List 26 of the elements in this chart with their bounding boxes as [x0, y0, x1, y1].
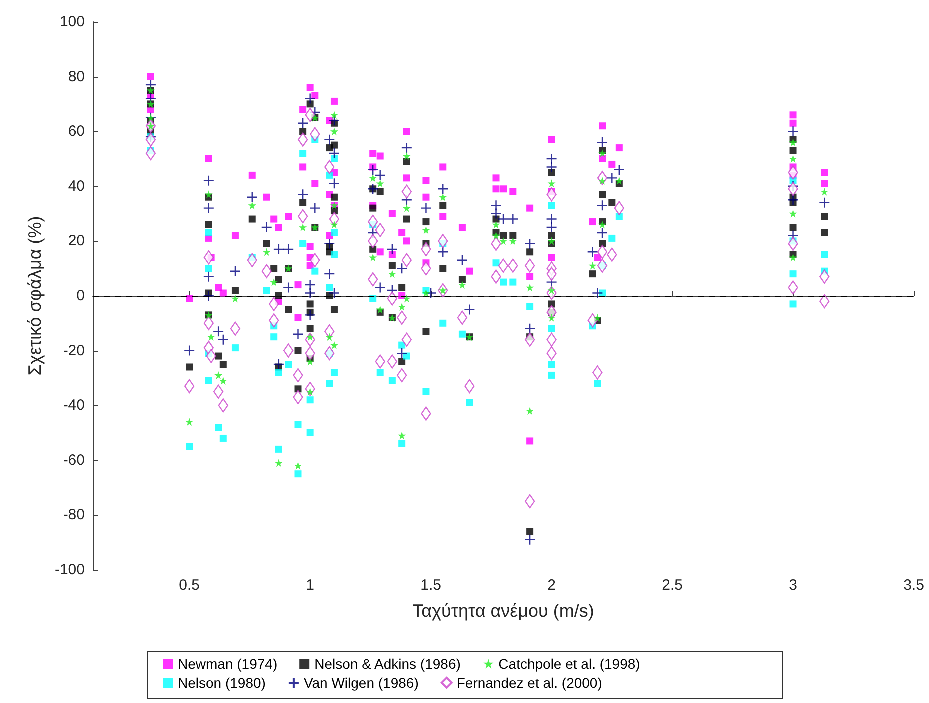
x-axis-title: Ταχύτητα ανέμου (m/s) — [412, 601, 594, 621]
y-tick-label: 80 — [68, 68, 85, 86]
y-tick-label: 100 — [60, 14, 85, 30]
x-tick-label: 3 — [789, 577, 798, 594]
legend-label: Newman (1974) — [178, 656, 278, 672]
y-axis-title: Σχετικό σφάλμα (%) — [25, 216, 46, 376]
y-tick-label: 60 — [68, 123, 85, 140]
x-tick-label: 2.5 — [662, 577, 683, 594]
legend-label: Van Wilgen (1986) — [304, 675, 419, 691]
x-tick-label: 3.5 — [904, 577, 924, 594]
y-tick-label: 20 — [68, 232, 85, 250]
legend-label: Catchpole et al. (1998) — [498, 656, 640, 672]
x-tick-label: 2 — [548, 577, 556, 594]
y-tick-label: -40 — [63, 397, 85, 414]
y-tick-label: -100 — [54, 562, 85, 578]
y-tick-label: -60 — [63, 452, 85, 469]
legend-label: Fernandez et al. (2000) — [456, 675, 602, 691]
y-tick-label: 40 — [68, 178, 85, 195]
x-tick-label: 1 — [306, 577, 314, 594]
legend-label: Nelson & Adkins (1986) — [314, 656, 461, 672]
x-tick-label: 0.5 — [179, 577, 200, 594]
y-tick-label: -20 — [63, 342, 85, 360]
legend-label: Nelson (1980) — [178, 675, 266, 691]
y-tick-label: 0 — [76, 288, 85, 304]
x-tick-label: 1.5 — [420, 577, 442, 594]
y-tick-label: -80 — [63, 506, 85, 524]
